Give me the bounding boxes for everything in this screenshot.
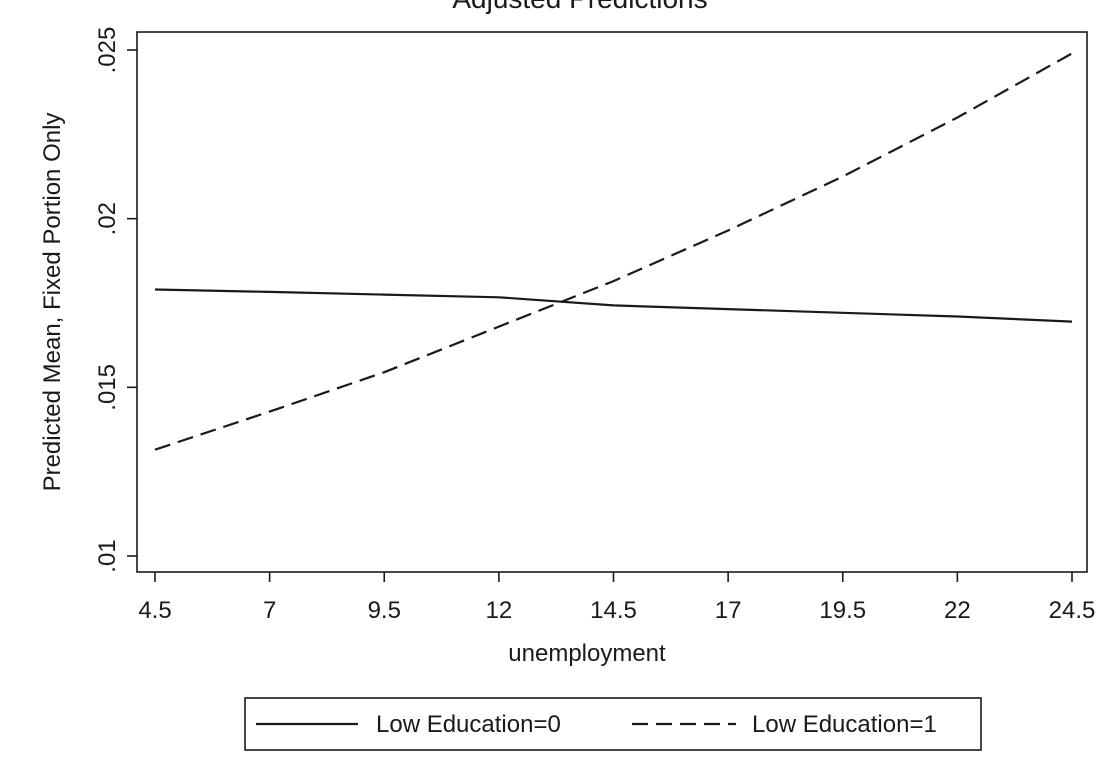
x-tick-label: 24.5: [1049, 597, 1096, 624]
legend: Low Education=0 Low Education=1: [244, 697, 982, 751]
x-tick-label: 7: [263, 597, 276, 624]
x-tick-label: 22: [944, 597, 971, 624]
legend-label-1: Low Education=0: [376, 711, 561, 738]
x-tick-label: 14.5: [590, 597, 637, 624]
x-tick-label: 9.5: [368, 597, 401, 624]
series-line-1: [154, 288, 1073, 323]
y-tick-label: .015: [94, 364, 121, 411]
chart-title: Adjusted Predictions: [452, 0, 707, 14]
legend-box: [244, 697, 982, 751]
x-tick-label: 19.5: [819, 597, 866, 624]
plot-area-frame: [136, 31, 1088, 573]
x-axis-title: unemployment: [508, 640, 666, 667]
y-axis: .01 .015 .02 .025: [94, 27, 137, 573]
legend-label-2: Low Education=1: [752, 711, 937, 738]
x-tick-label: 4.5: [138, 597, 171, 624]
y-axis-title: Predicted Mean, Fixed Portion Only: [39, 113, 66, 492]
series-layer: [154, 52, 1073, 451]
y-tick-label: .01: [94, 539, 121, 572]
series-line-2: [154, 52, 1073, 451]
x-tick-label: 17: [715, 597, 742, 624]
x-axis: 4.5 7 9.5 12 14.5 17 19.5 22 24.5: [138, 572, 1095, 624]
y-tick-label: .02: [94, 202, 121, 235]
x-tick-label: 12: [486, 597, 513, 624]
y-tick-label: .025: [94, 27, 121, 74]
